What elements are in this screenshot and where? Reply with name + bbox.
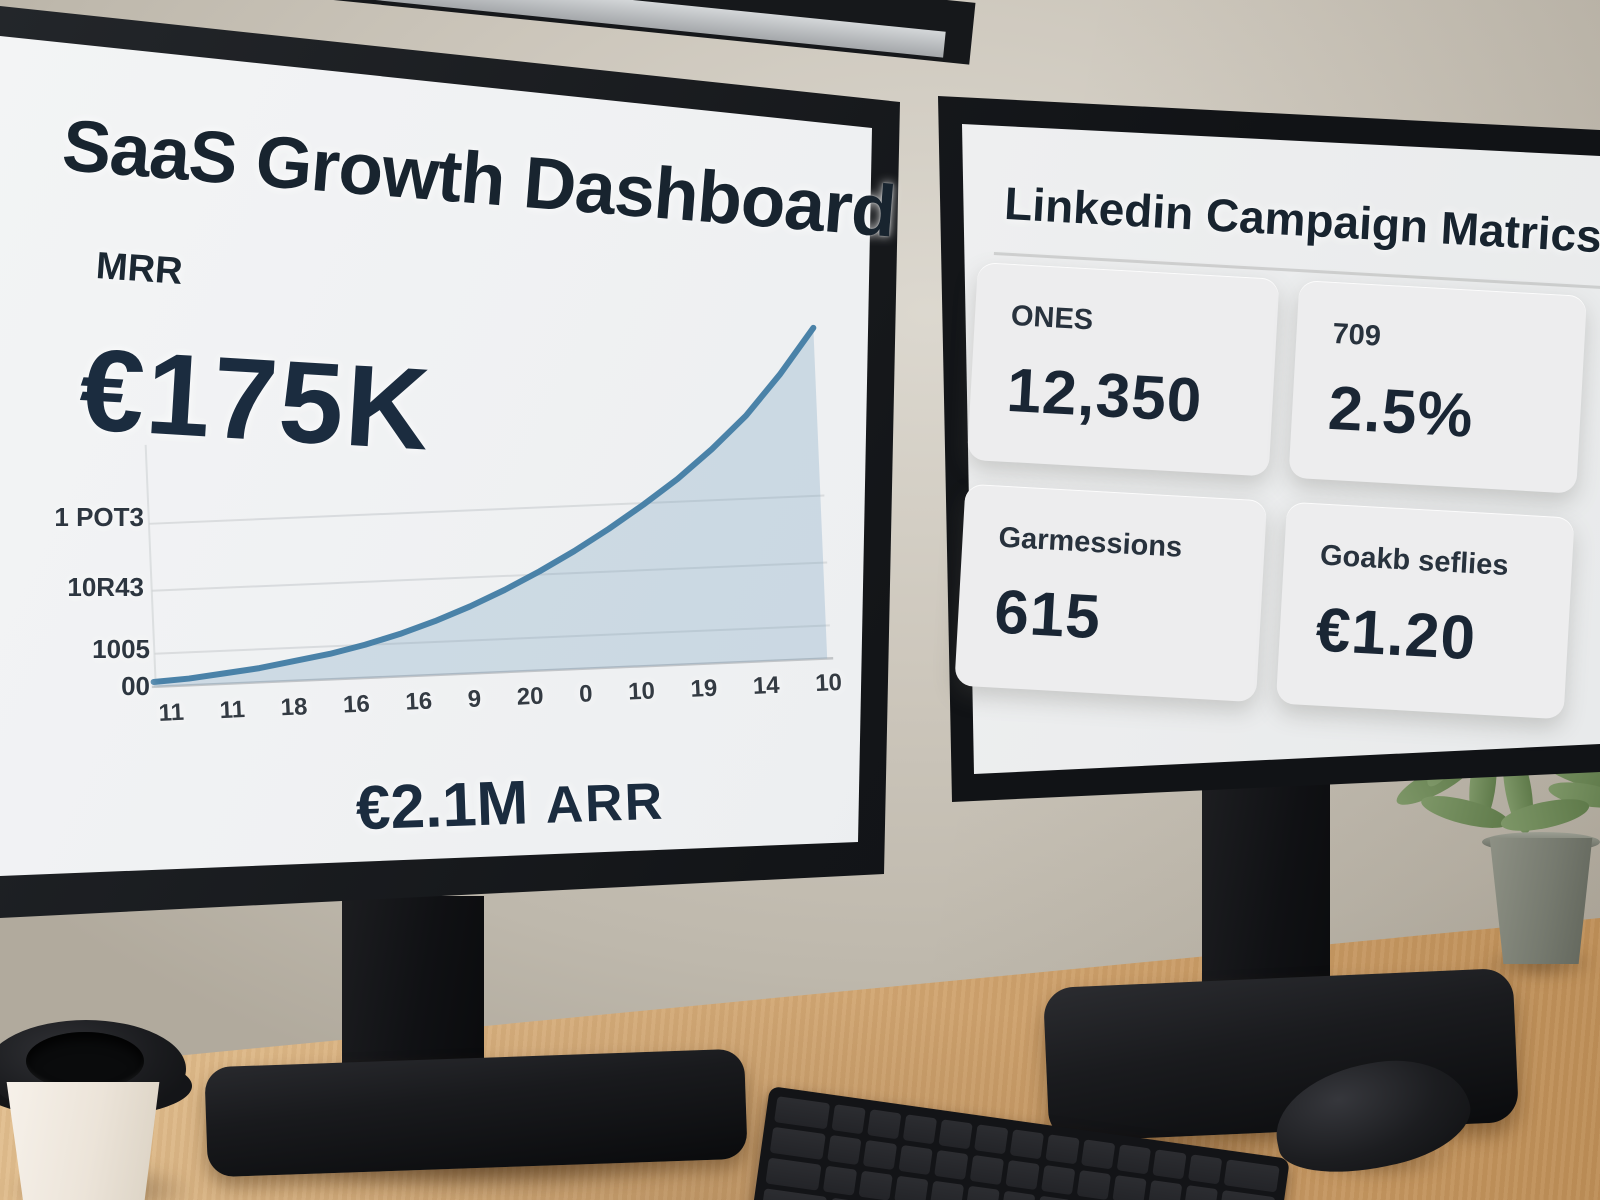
keyboard-key <box>894 1175 929 1200</box>
keyboard-key <box>1076 1170 1112 1200</box>
metric-card-conversions: Garmessions 615 <box>954 483 1268 703</box>
card-value: €1.20 <box>1314 595 1478 674</box>
keyboard-key <box>769 1126 826 1160</box>
keyboard-key <box>1081 1139 1116 1170</box>
keyboard-key <box>866 1109 902 1140</box>
card-label: Garmessions <box>997 521 1184 564</box>
keyboard-key <box>765 1157 822 1191</box>
keyboard-key <box>934 1149 969 1181</box>
keyboard-key <box>969 1154 1005 1186</box>
keyboard-key <box>1001 1190 1036 1200</box>
metric-card-grid: ONES 12,350 709 2.5% Garmessions 615 Goa… <box>954 262 1597 720</box>
keyboard-key <box>1188 1154 1223 1185</box>
keyboard-key <box>1223 1159 1280 1193</box>
y-axis-tick-label: 00 <box>121 671 150 701</box>
plant-pot <box>1489 838 1593 964</box>
right-monitor-stand-column <box>1202 776 1330 1008</box>
card-label: 709 <box>1331 317 1382 353</box>
keyboard-key <box>831 1104 866 1135</box>
card-value: 2.5% <box>1326 373 1476 451</box>
keyboard-key <box>1148 1180 1183 1200</box>
coffee-cup <box>6 1082 160 1200</box>
y-axis-tick-label: 10R43 <box>67 572 144 602</box>
mrr-area-chart <box>133 302 836 692</box>
keyboard-key <box>974 1124 1009 1155</box>
keyboard-key <box>862 1139 897 1170</box>
keyboard-key <box>1005 1159 1040 1191</box>
card-value: 615 <box>992 577 1103 653</box>
keyboard-key <box>1009 1129 1045 1160</box>
keyboard-key <box>1152 1149 1187 1180</box>
metric-card-impressions: ONES 12,350 <box>966 262 1280 477</box>
chart-area-fill <box>153 327 828 687</box>
coffee-cup-lid-opening <box>26 1032 144 1090</box>
chart-line <box>150 324 817 685</box>
card-label: Goakb seflies <box>1319 539 1510 583</box>
keyboard-key <box>898 1144 933 1176</box>
keyboard-key <box>826 1134 862 1165</box>
keyboard-key <box>1116 1144 1152 1175</box>
y-axis-tick-label: 1 POT3 <box>54 502 144 532</box>
keyboard-key <box>938 1119 973 1150</box>
metric-card-cost: Goakb seflies €1.20 <box>1275 501 1575 720</box>
keyboard-key <box>1036 1195 1072 1200</box>
keyboard-key <box>902 1114 938 1145</box>
card-value: 12,350 <box>1004 355 1205 436</box>
keyboard-key <box>929 1180 965 1200</box>
keyboard-key <box>822 1165 857 1196</box>
keyboard-key <box>1041 1165 1076 1196</box>
keyboard-key <box>1219 1190 1276 1200</box>
metric-card-ctr: 709 2.5% <box>1288 279 1588 494</box>
keyboard-key <box>1183 1185 1219 1200</box>
keyboard-key <box>1045 1134 1080 1165</box>
y-axis-tick-label: 1005 <box>92 634 150 664</box>
keyboard-key <box>1112 1175 1147 1200</box>
keyboard-key <box>774 1096 830 1130</box>
keyboard-key <box>965 1185 1000 1200</box>
mrr-chart-svg <box>144 324 834 689</box>
keyboard-key <box>858 1170 893 1200</box>
card-label: ONES <box>1010 299 1094 337</box>
